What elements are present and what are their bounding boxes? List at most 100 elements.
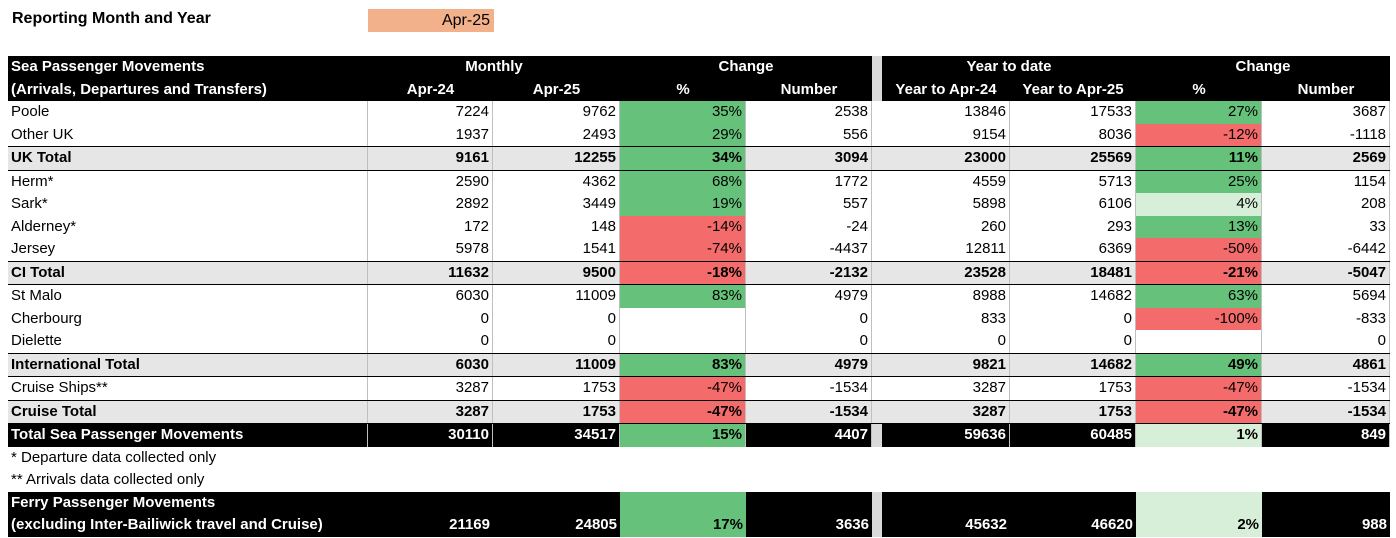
table-cell[interactable]: 29% (620, 123, 746, 146)
table-cell[interactable]: 6030 (368, 285, 493, 308)
table-cell[interactable]: 49% (1136, 353, 1262, 376)
table-cell[interactable]: 1% (1136, 424, 1262, 447)
table-cell[interactable] (493, 491, 620, 514)
row-label[interactable]: Cherbourg (8, 307, 368, 330)
table-cell[interactable] (620, 307, 746, 330)
table-cell[interactable]: 5978 (368, 238, 493, 261)
table-cell[interactable]: 3287 (882, 400, 1010, 423)
table-cell[interactable]: 5898 (882, 193, 1010, 216)
column-separator[interactable] (872, 261, 882, 284)
table-cell[interactable]: 556 (746, 123, 872, 146)
table-cell[interactable]: -1534 (1262, 377, 1390, 400)
row-label[interactable]: Total Sea Passenger Movements (8, 424, 368, 447)
table-cell[interactable]: 35% (620, 101, 746, 124)
table-cell[interactable]: 59636 (882, 424, 1010, 447)
row-label[interactable]: Sark* (8, 193, 368, 216)
column-header[interactable]: Number (1262, 78, 1390, 101)
table-cell[interactable]: -6442 (1262, 238, 1390, 261)
table-cell[interactable]: 2590 (368, 170, 493, 193)
column-separator[interactable] (872, 307, 882, 330)
table-cell[interactable]: -4437 (746, 238, 872, 261)
table-cell[interactable] (1010, 491, 1136, 514)
table-cell[interactable] (368, 491, 493, 514)
table-cell[interactable]: 833 (882, 307, 1010, 330)
table-cell[interactable]: 557 (746, 193, 872, 216)
table-cell[interactable]: 0 (493, 307, 620, 330)
table-cell[interactable]: 14682 (1010, 353, 1136, 376)
table-cell[interactable]: -74% (620, 238, 746, 261)
table-cell[interactable]: -21% (1136, 261, 1262, 284)
table-cell[interactable]: 7224 (368, 101, 493, 124)
column-separator[interactable] (872, 193, 882, 216)
table-cell[interactable]: 33 (1262, 215, 1390, 238)
table-cell[interactable]: 5694 (1262, 285, 1390, 308)
table-cell[interactable]: 4% (1136, 193, 1262, 216)
table-cell[interactable]: 2% (1136, 514, 1262, 537)
table-cell[interactable]: 9762 (493, 101, 620, 124)
table-cell[interactable]: 11632 (368, 261, 493, 284)
table-cell[interactable]: -1534 (746, 400, 872, 423)
table-cell[interactable]: -1118 (1262, 123, 1390, 146)
column-separator[interactable] (872, 353, 882, 376)
row-label[interactable]: UK Total (8, 147, 368, 170)
table-cell[interactable]: 5713 (1010, 170, 1136, 193)
table-cell[interactable]: 0 (368, 307, 493, 330)
ferry-title[interactable]: Ferry Passenger Movements (8, 491, 368, 514)
table-cell[interactable]: -2132 (746, 261, 872, 284)
column-separator[interactable] (872, 56, 882, 79)
table-cell[interactable]: 3287 (368, 377, 493, 400)
reporting-month-input[interactable]: Apr-25 (368, 9, 494, 32)
table-cell[interactable]: 4861 (1262, 353, 1390, 376)
table-cell[interactable] (1262, 491, 1390, 514)
table-cell[interactable]: 0 (1010, 307, 1136, 330)
table-title[interactable]: Sea Passenger Movements (8, 56, 368, 79)
table-cell[interactable]: 25% (1136, 170, 1262, 193)
table-cell[interactable]: -1534 (746, 377, 872, 400)
column-separator[interactable] (872, 101, 882, 124)
column-header[interactable]: % (620, 78, 746, 101)
table-cell[interactable]: 0 (368, 330, 493, 353)
table-cell[interactable]: -1534 (1262, 400, 1390, 423)
table-cell[interactable]: 3094 (746, 147, 872, 170)
table-cell[interactable]: 30110 (368, 424, 493, 447)
table-cell[interactable]: 63% (1136, 285, 1262, 308)
table-cell[interactable]: 1753 (1010, 377, 1136, 400)
table-cell[interactable]: 17% (620, 514, 746, 537)
table-cell[interactable]: 0 (746, 307, 872, 330)
table-cell[interactable]: 1753 (493, 377, 620, 400)
table-cell[interactable]: 12255 (493, 147, 620, 170)
table-cell[interactable]: 4979 (746, 353, 872, 376)
table-cell[interactable]: -5047 (1262, 261, 1390, 284)
table-cell[interactable]: 0 (1010, 330, 1136, 353)
column-separator[interactable] (872, 400, 882, 423)
table-cell[interactable]: 12811 (882, 238, 1010, 261)
column-separator[interactable] (872, 215, 882, 238)
table-cell[interactable]: 2493 (493, 123, 620, 146)
table-cell[interactable]: 8036 (1010, 123, 1136, 146)
table-cell[interactable]: -100% (1136, 307, 1262, 330)
table-cell[interactable]: -833 (1262, 307, 1390, 330)
table-cell[interactable]: 68% (620, 170, 746, 193)
table-cell[interactable] (620, 330, 746, 353)
table-cell[interactable]: 18481 (1010, 261, 1136, 284)
table-cell[interactable]: 3287 (368, 400, 493, 423)
table-cell[interactable]: 4407 (746, 424, 872, 447)
table-cell[interactable]: 11009 (493, 285, 620, 308)
table-cell[interactable]: 23528 (882, 261, 1010, 284)
table-cell[interactable]: 4559 (882, 170, 1010, 193)
column-separator[interactable] (872, 330, 882, 353)
table-cell[interactable]: 15% (620, 424, 746, 447)
row-label[interactable]: CI Total (8, 261, 368, 284)
column-separator[interactable] (872, 170, 882, 193)
table-cell[interactable]: 4979 (746, 285, 872, 308)
table-cell[interactable] (1136, 330, 1262, 353)
table-cell[interactable]: 148 (493, 215, 620, 238)
row-label[interactable]: Poole (8, 101, 368, 124)
table-cell[interactable]: 1772 (746, 170, 872, 193)
table-cell[interactable]: 4362 (493, 170, 620, 193)
table-cell[interactable]: 6369 (1010, 238, 1136, 261)
table-cell[interactable]: 83% (620, 285, 746, 308)
table-cell[interactable]: 23000 (882, 147, 1010, 170)
table-cell[interactable]: -47% (1136, 400, 1262, 423)
table-cell[interactable]: 3287 (882, 377, 1010, 400)
